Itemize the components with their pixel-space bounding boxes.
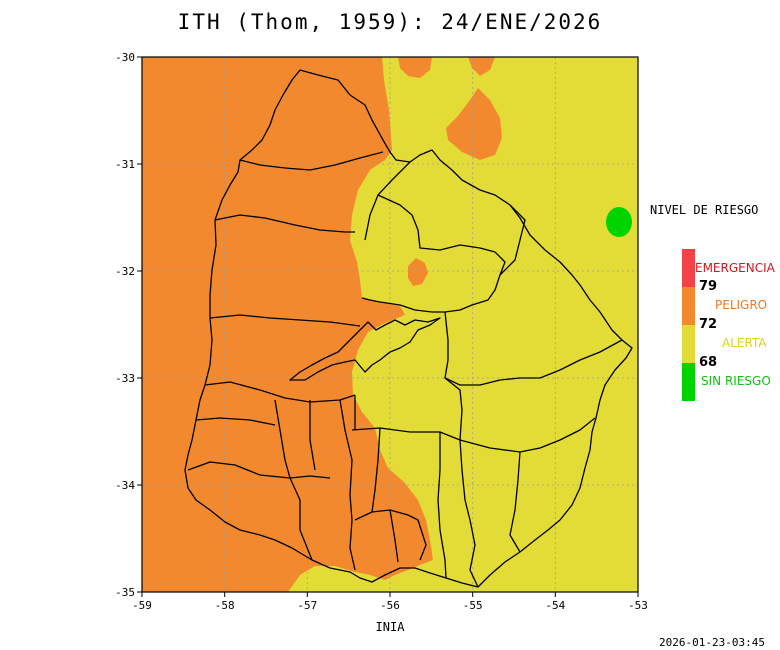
y-tick-label: -35 bbox=[115, 586, 135, 599]
legend-threshold-68: 68 bbox=[699, 355, 718, 370]
legend-swatch-sin-riesgo bbox=[682, 363, 695, 401]
country-outline bbox=[184, 69, 633, 588]
y-tick-label: -34 bbox=[115, 479, 135, 492]
axis-ticks bbox=[137, 56, 639, 597]
x-tick-label: -55 bbox=[463, 599, 483, 612]
x-axis-labels: -59 -58 -57 -56 -55 -54 -53 bbox=[132, 599, 648, 612]
x-tick-label: -58 bbox=[215, 599, 235, 612]
y-tick-label: -31 bbox=[115, 158, 135, 171]
x-tick-label: -57 bbox=[297, 599, 317, 612]
map-title: ITH (Thom, 1959): 24/ENE/2026 bbox=[177, 10, 603, 34]
y-tick-label: -30 bbox=[115, 51, 135, 64]
y-tick-label: -33 bbox=[115, 372, 135, 385]
x-tick-label: -59 bbox=[132, 599, 152, 612]
uruguay-borders bbox=[184, 69, 633, 588]
legend-title: NIVEL DE RIESGO bbox=[650, 203, 759, 217]
zone-peligro-west bbox=[142, 57, 433, 592]
x-tick-label: -54 bbox=[545, 599, 565, 612]
timestamp-label: 2026-01-23-03:45 bbox=[659, 636, 765, 649]
legend-swatch-alerta bbox=[682, 325, 695, 363]
legend-label-sin-riesgo: SIN RIESGO bbox=[701, 374, 771, 388]
legend-threshold-72: 72 bbox=[699, 317, 718, 332]
gridlines bbox=[142, 57, 638, 592]
y-axis-labels: -30 -31 -32 -33 -34 -35 bbox=[115, 51, 135, 599]
legend-label-alerta: ALERTA bbox=[722, 336, 767, 350]
credit-label: INIA bbox=[375, 620, 405, 634]
zone-peligro-center-blob bbox=[408, 258, 428, 286]
x-tick-label: -53 bbox=[628, 599, 648, 612]
zone-peligro-north-blob-2 bbox=[468, 57, 495, 76]
zone-peligro-ne-blob bbox=[446, 88, 502, 160]
legend-threshold-79: 79 bbox=[699, 279, 718, 294]
zone-peligro-north-blob bbox=[398, 57, 432, 78]
legend-label-emergencia: EMERGENCIA bbox=[695, 261, 775, 275]
rio-negro-reservoir bbox=[289, 317, 441, 381]
legend-swatch-peligro bbox=[682, 287, 695, 325]
y-tick-label: -32 bbox=[115, 265, 135, 278]
legend-swatch-emergencia bbox=[682, 249, 695, 287]
x-tick-label: -56 bbox=[380, 599, 400, 612]
legend-label-peligro: PELIGRO bbox=[715, 298, 768, 312]
zone-sin-riesgo-blob bbox=[606, 207, 632, 237]
